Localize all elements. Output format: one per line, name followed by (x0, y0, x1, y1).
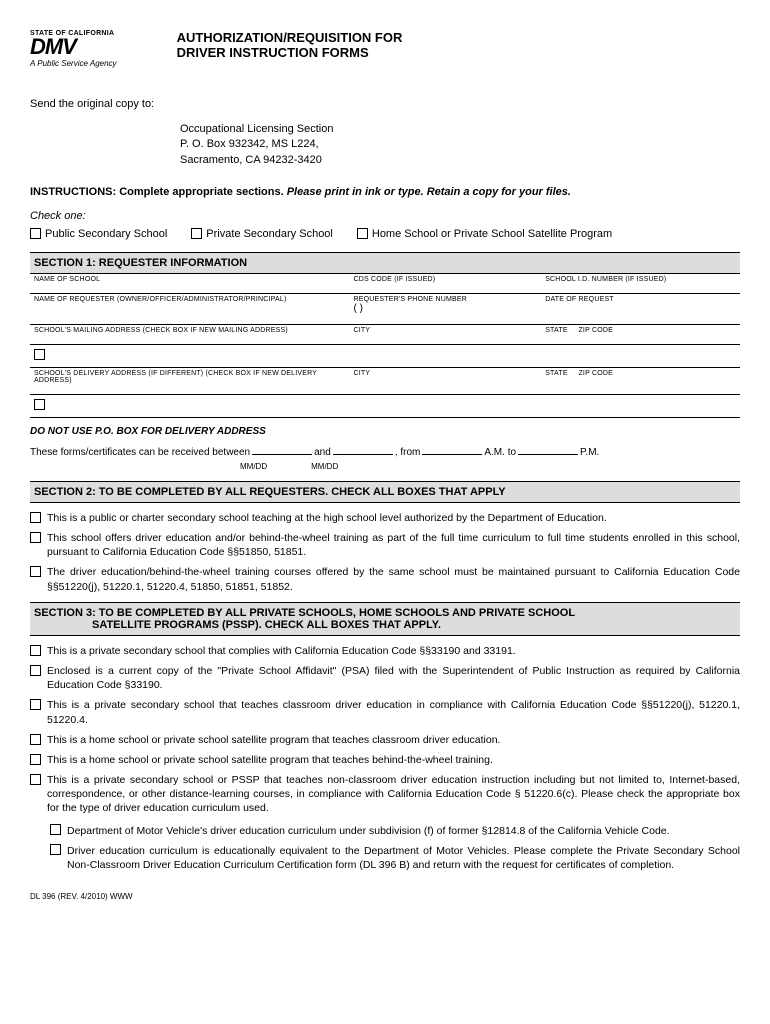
send-to-label: Send the original copy to: (30, 98, 740, 110)
label-state-1: STATE (545, 327, 568, 334)
checkbox-s3-1[interactable] (30, 645, 41, 656)
sub-item-1: Department of Motor Vehicle's driver edu… (67, 824, 670, 838)
section-3-list: This is a private secondary school that … (30, 644, 740, 816)
logo-main: DMV (30, 37, 117, 57)
receive-p4: A.M. to (484, 447, 516, 458)
receive-p3: , from (395, 447, 421, 458)
checkbox-new-mailing[interactable] (34, 349, 45, 360)
check-one-label: Check one: (30, 210, 740, 222)
checkbox-home[interactable] (357, 228, 368, 239)
label-delivery: SCHOOL'S DELIVERY ADDRESS (IF DIFFERENT)… (34, 370, 346, 384)
opt-public: Public Secondary School (45, 228, 167, 240)
receive-p2: and (314, 447, 331, 458)
checkbox-new-delivery[interactable] (34, 399, 45, 410)
logo-block: STATE OF CALIFORNIA DMV A Public Service… (30, 30, 117, 68)
header: STATE OF CALIFORNIA DMV A Public Service… (30, 30, 740, 68)
label-mailing: SCHOOL'S MAILING ADDRESS (CHECK BOX IF N… (34, 327, 346, 334)
section-2-header-text: SECTION 2: TO BE COMPLETED BY ALL REQUES… (34, 486, 506, 498)
checkbox-s3-6[interactable] (30, 774, 41, 785)
section-3-header: SECTION 3: TO BE COMPLETED BY ALL PRIVAT… (30, 602, 740, 636)
section-1-table: NAME OF SCHOOL CDS CODE (IF ISSUED) SCHO… (30, 274, 740, 418)
section-2-list: This is a public or charter secondary sc… (30, 511, 740, 594)
instructions-italic: Please print in ink or type. Retain a co… (284, 186, 571, 198)
s2-item-2: This school offers driver education and/… (47, 531, 740, 559)
phone-paren[interactable]: ( ) (354, 303, 538, 314)
receive-p5: P.M. (580, 447, 599, 458)
checkbox-s3-2[interactable] (30, 665, 41, 676)
form-number: DL 396 (REV. 4/2010) WWW (30, 892, 740, 901)
sub-item-2: Driver education curriculum is education… (67, 844, 740, 872)
instructions: INSTRUCTIONS: Complete appropriate secti… (30, 186, 740, 198)
address-line-3: Sacramento, CA 94232-3420 (180, 153, 740, 168)
s2-item-3: The driver education/behind-the-wheel tr… (47, 565, 740, 593)
form-title: AUTHORIZATION/REQUISITION FOR DRIVER INS… (177, 30, 403, 60)
mmdd-1: MM/DD (240, 462, 267, 471)
instructions-bold: INSTRUCTIONS: Complete appropriate secti… (30, 186, 284, 198)
s3-item-2: Enclosed is a current copy of the "Priva… (47, 664, 740, 692)
label-state-2: STATE (545, 370, 568, 377)
s3-item-6: This is a private secondary school or PS… (47, 773, 740, 816)
section-1-header: SECTION 1: REQUESTER INFORMATION (30, 252, 740, 274)
label-school-id: SCHOOL I.D. NUMBER (IF ISSUED) (545, 276, 736, 283)
label-zip-1: ZIP CODE (578, 327, 613, 334)
section-2-header: SECTION 2: TO BE COMPLETED BY ALL REQUES… (30, 481, 740, 503)
s2-item-1: This is a public or charter secondary sc… (47, 511, 607, 525)
label-cds: CDS CODE (IF ISSUED) (354, 276, 538, 283)
checkbox-sub-1[interactable] (50, 824, 61, 835)
section-3-header-line-2: SATELLITE PROGRAMS (PSSP). CHECK ALL BOX… (34, 619, 736, 631)
receive-p1: These forms/certificates can be received… (30, 447, 250, 458)
checkbox-s3-3[interactable] (30, 699, 41, 710)
label-zip-2: ZIP CODE (578, 370, 613, 377)
checkbox-s2-3[interactable] (30, 566, 41, 577)
opt-home: Home School or Private School Satellite … (372, 228, 612, 240)
logo-agency: A Public Service Agency (30, 59, 117, 68)
checkbox-s2-1[interactable] (30, 512, 41, 523)
checkbox-s3-4[interactable] (30, 734, 41, 745)
address-block: Occupational Licensing Section P. O. Box… (180, 122, 740, 168)
label-date: DATE OF REQUEST (545, 296, 736, 303)
checkbox-s3-5[interactable] (30, 754, 41, 765)
opt-private: Private Secondary School (206, 228, 333, 240)
label-city-2: CITY (354, 370, 538, 377)
checkbox-sub-2[interactable] (50, 844, 61, 855)
check-one-row: Public Secondary School Private Secondar… (30, 228, 740, 240)
address-line-2: P. O. Box 932342, MS L224, (180, 137, 740, 152)
s3-item-4: This is a home school or private school … (47, 733, 500, 747)
s3-item-1: This is a private secondary school that … (47, 644, 516, 658)
checkbox-s2-2[interactable] (30, 532, 41, 543)
label-city-1: CITY (354, 327, 538, 334)
title-line-1: AUTHORIZATION/REQUISITION FOR (177, 30, 403, 45)
s3-item-3: This is a private secondary school that … (47, 698, 740, 726)
title-line-2: DRIVER INSTRUCTION FORMS (177, 45, 403, 60)
label-name-school: NAME OF SCHOOL (34, 276, 346, 283)
receive-line: These forms/certificates can be received… (30, 445, 740, 458)
label-requester: NAME OF REQUESTER (OWNER/OFFICER/ADMINIS… (34, 296, 346, 303)
section-3-sublist: Department of Motor Vehicle's driver edu… (50, 824, 740, 873)
blank-from-date[interactable] (252, 445, 312, 455)
no-po-box: DO NOT USE P.O. BOX FOR DELIVERY ADDRESS (30, 426, 740, 437)
checkbox-public[interactable] (30, 228, 41, 239)
address-line-1: Occupational Licensing Section (180, 122, 740, 137)
section-3-header-line-1: SECTION 3: TO BE COMPLETED BY ALL PRIVAT… (34, 607, 575, 619)
blank-pm[interactable] (518, 445, 578, 455)
mmdd-2: MM/DD (311, 462, 338, 471)
checkbox-private[interactable] (191, 228, 202, 239)
mmdd-row: MM/DD MM/DD (240, 462, 740, 471)
blank-am[interactable] (422, 445, 482, 455)
blank-to-date[interactable] (333, 445, 393, 455)
s3-item-5: This is a home school or private school … (47, 753, 493, 767)
label-phone: REQUESTER'S PHONE NUMBER (354, 296, 538, 303)
